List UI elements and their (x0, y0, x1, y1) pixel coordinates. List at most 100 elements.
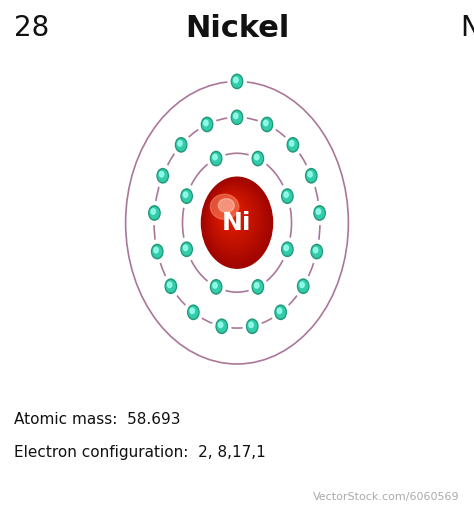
Ellipse shape (210, 187, 258, 250)
Ellipse shape (233, 112, 241, 123)
Ellipse shape (213, 154, 217, 160)
Ellipse shape (255, 283, 259, 288)
Ellipse shape (308, 240, 326, 263)
Ellipse shape (312, 246, 321, 257)
Ellipse shape (189, 307, 198, 318)
Ellipse shape (302, 164, 320, 187)
Ellipse shape (213, 192, 253, 243)
Ellipse shape (283, 244, 292, 255)
Ellipse shape (272, 301, 290, 324)
Ellipse shape (213, 283, 217, 288)
Ellipse shape (282, 242, 293, 256)
Ellipse shape (234, 252, 238, 258)
Ellipse shape (277, 308, 282, 314)
Ellipse shape (175, 138, 187, 152)
Text: 28: 28 (14, 14, 49, 42)
Ellipse shape (212, 191, 255, 245)
Ellipse shape (211, 189, 256, 247)
Ellipse shape (228, 178, 246, 201)
Ellipse shape (275, 305, 286, 319)
Ellipse shape (298, 279, 309, 294)
Ellipse shape (233, 76, 241, 87)
Ellipse shape (306, 168, 317, 183)
Text: Ni: Ni (460, 14, 474, 42)
Ellipse shape (248, 321, 257, 332)
Ellipse shape (183, 192, 188, 197)
Text: VectorStock®: VectorStock® (9, 492, 87, 502)
Ellipse shape (214, 193, 251, 241)
Text: Ni: Ni (222, 211, 252, 235)
Ellipse shape (218, 197, 246, 233)
Ellipse shape (219, 322, 223, 328)
Ellipse shape (198, 113, 216, 136)
Ellipse shape (149, 206, 160, 220)
Ellipse shape (152, 244, 163, 259)
Ellipse shape (178, 238, 196, 261)
Ellipse shape (231, 74, 243, 89)
Ellipse shape (210, 194, 239, 219)
Ellipse shape (182, 244, 191, 255)
Ellipse shape (157, 168, 168, 183)
Ellipse shape (249, 322, 253, 328)
Ellipse shape (246, 319, 258, 334)
Ellipse shape (154, 164, 172, 187)
Text: Nickel: Nickel (185, 14, 289, 43)
Ellipse shape (217, 321, 226, 332)
Ellipse shape (283, 191, 292, 202)
Ellipse shape (243, 315, 261, 338)
Ellipse shape (206, 182, 265, 259)
Ellipse shape (181, 189, 192, 203)
Ellipse shape (153, 246, 162, 257)
Ellipse shape (162, 274, 180, 298)
Ellipse shape (212, 281, 220, 293)
Ellipse shape (231, 249, 243, 264)
Ellipse shape (234, 185, 238, 191)
Ellipse shape (212, 153, 220, 164)
Ellipse shape (223, 203, 237, 221)
Ellipse shape (228, 106, 246, 129)
Ellipse shape (249, 276, 267, 298)
Ellipse shape (313, 247, 318, 253)
Ellipse shape (278, 185, 296, 208)
Ellipse shape (310, 201, 328, 225)
Ellipse shape (254, 153, 262, 164)
Ellipse shape (282, 189, 293, 203)
Ellipse shape (284, 133, 302, 157)
Ellipse shape (146, 201, 164, 225)
Ellipse shape (284, 192, 288, 197)
Ellipse shape (287, 138, 299, 152)
Ellipse shape (307, 170, 316, 181)
Ellipse shape (205, 181, 267, 261)
Ellipse shape (182, 191, 191, 202)
Ellipse shape (165, 279, 176, 294)
Ellipse shape (316, 209, 320, 214)
Text: Electron configuration:  2, 8,17,1: Electron configuration: 2, 8,17,1 (14, 445, 266, 460)
Ellipse shape (219, 198, 244, 231)
Ellipse shape (184, 301, 202, 324)
Ellipse shape (228, 245, 246, 268)
Ellipse shape (181, 242, 192, 256)
Ellipse shape (150, 208, 159, 218)
Ellipse shape (203, 180, 269, 264)
Ellipse shape (276, 307, 285, 318)
Ellipse shape (234, 113, 238, 118)
Ellipse shape (207, 184, 264, 256)
Ellipse shape (284, 245, 288, 251)
Ellipse shape (178, 141, 182, 146)
Ellipse shape (209, 186, 260, 252)
Ellipse shape (231, 110, 243, 125)
Ellipse shape (148, 240, 166, 263)
Ellipse shape (210, 151, 222, 166)
Ellipse shape (222, 202, 239, 224)
Ellipse shape (255, 154, 259, 160)
Ellipse shape (204, 121, 208, 126)
Ellipse shape (213, 315, 231, 338)
Ellipse shape (159, 171, 164, 177)
Ellipse shape (233, 183, 241, 195)
Ellipse shape (154, 247, 158, 253)
Ellipse shape (227, 209, 230, 212)
Text: VectorStock.com/6060569: VectorStock.com/6060569 (313, 492, 460, 502)
Ellipse shape (216, 196, 247, 235)
Ellipse shape (202, 179, 271, 266)
Ellipse shape (172, 133, 190, 157)
